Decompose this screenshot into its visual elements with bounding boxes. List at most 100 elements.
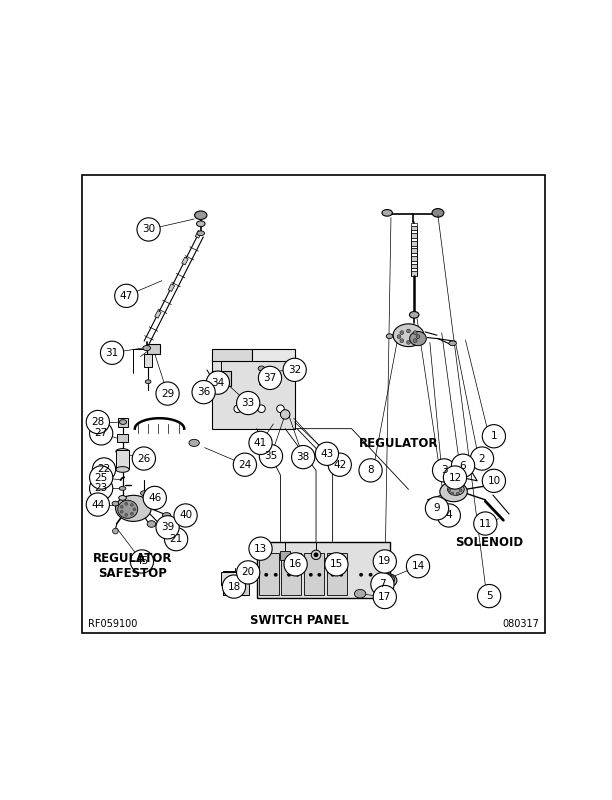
Text: 39: 39	[161, 522, 174, 532]
Ellipse shape	[386, 334, 393, 338]
Circle shape	[325, 553, 348, 576]
Text: RF059100: RF059100	[88, 619, 138, 629]
Text: 27: 27	[94, 429, 108, 438]
Text: 31: 31	[105, 348, 119, 358]
Circle shape	[86, 493, 110, 516]
Circle shape	[133, 508, 136, 510]
Text: 20: 20	[242, 567, 255, 578]
Text: 14: 14	[411, 562, 425, 571]
Text: 17: 17	[378, 592, 392, 602]
Text: 24: 24	[238, 460, 252, 470]
Text: 42: 42	[333, 460, 346, 470]
Circle shape	[283, 358, 306, 382]
Circle shape	[457, 486, 459, 489]
Bar	[411, 230, 417, 234]
Ellipse shape	[147, 521, 155, 527]
Circle shape	[291, 446, 315, 469]
Circle shape	[296, 573, 299, 577]
Bar	[155, 310, 161, 318]
Text: REGULATOR
SAFESTOP: REGULATOR SAFESTOP	[92, 552, 172, 580]
Circle shape	[89, 477, 113, 500]
Circle shape	[113, 528, 118, 534]
Circle shape	[328, 453, 351, 476]
Bar	[411, 268, 417, 271]
Ellipse shape	[432, 209, 444, 217]
Ellipse shape	[162, 526, 170, 531]
Text: 15: 15	[330, 559, 343, 570]
Text: 2: 2	[479, 454, 485, 463]
Bar	[411, 234, 417, 238]
Ellipse shape	[409, 311, 419, 318]
Bar	[116, 450, 129, 470]
Circle shape	[125, 502, 128, 505]
Bar	[221, 572, 240, 585]
Ellipse shape	[449, 341, 457, 346]
Text: 19: 19	[378, 557, 392, 566]
Circle shape	[368, 573, 373, 577]
Text: 41: 41	[254, 438, 267, 448]
Bar	[411, 223, 417, 226]
Circle shape	[314, 553, 318, 557]
Text: 9: 9	[434, 503, 440, 514]
Circle shape	[258, 366, 282, 390]
Bar	[411, 246, 417, 249]
Circle shape	[237, 561, 260, 584]
Text: 29: 29	[161, 389, 174, 398]
Circle shape	[482, 425, 506, 448]
Circle shape	[121, 506, 123, 508]
Ellipse shape	[447, 483, 465, 495]
Bar	[212, 355, 295, 429]
Text: 22: 22	[97, 465, 111, 474]
Circle shape	[482, 470, 506, 493]
Text: 28: 28	[91, 417, 105, 427]
Bar	[282, 554, 301, 595]
Ellipse shape	[409, 331, 427, 346]
Circle shape	[287, 573, 291, 577]
Text: SOLENOID: SOLENOID	[455, 536, 523, 549]
Circle shape	[443, 466, 466, 489]
Text: REGULATOR: REGULATOR	[359, 438, 439, 450]
Circle shape	[330, 573, 335, 577]
Ellipse shape	[384, 575, 395, 584]
Circle shape	[400, 330, 404, 334]
Circle shape	[452, 454, 475, 478]
Circle shape	[233, 453, 256, 476]
Text: 35: 35	[264, 451, 278, 461]
Bar	[280, 551, 290, 559]
Circle shape	[222, 575, 245, 598]
Text: 33: 33	[242, 398, 255, 408]
Text: 36: 36	[197, 387, 211, 397]
Circle shape	[413, 330, 417, 334]
Circle shape	[137, 218, 160, 241]
Circle shape	[100, 341, 124, 364]
Text: 1: 1	[491, 431, 497, 442]
Circle shape	[249, 431, 272, 454]
Circle shape	[474, 512, 497, 535]
Circle shape	[416, 334, 420, 338]
Ellipse shape	[195, 211, 207, 219]
Text: 5: 5	[486, 591, 493, 601]
Circle shape	[125, 514, 128, 516]
Circle shape	[132, 447, 155, 470]
Text: 32: 32	[288, 365, 301, 375]
Circle shape	[397, 334, 401, 338]
Text: SWITCH PANEL: SWITCH PANEL	[250, 614, 349, 626]
Circle shape	[258, 405, 265, 413]
Text: 11: 11	[479, 518, 492, 529]
Ellipse shape	[119, 420, 127, 424]
Circle shape	[284, 553, 307, 576]
Text: 26: 26	[137, 454, 151, 463]
Circle shape	[400, 338, 404, 342]
Circle shape	[156, 516, 179, 539]
Text: 4: 4	[446, 510, 452, 521]
Circle shape	[371, 573, 394, 596]
Ellipse shape	[145, 380, 151, 384]
Circle shape	[450, 492, 453, 495]
Bar	[223, 571, 248, 594]
Circle shape	[318, 573, 321, 577]
Text: 43: 43	[320, 449, 334, 459]
Circle shape	[433, 458, 456, 482]
Text: 30: 30	[142, 225, 155, 234]
Circle shape	[259, 445, 283, 468]
Bar	[411, 271, 417, 276]
